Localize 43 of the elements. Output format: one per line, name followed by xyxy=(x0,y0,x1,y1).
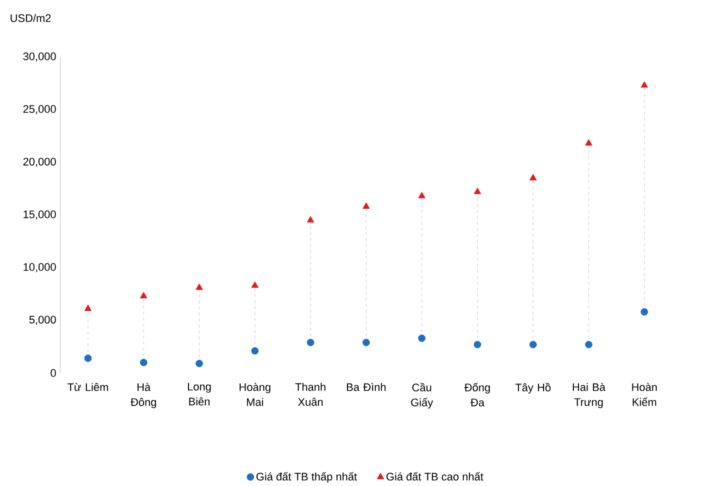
point xyxy=(84,354,92,362)
y-tick-label: 25,000 xyxy=(23,105,56,114)
x-tick-label: Hoàng Mai xyxy=(240,382,270,406)
legend-label: Giá đất TB cao nhất xyxy=(386,472,484,481)
point xyxy=(306,216,314,222)
point xyxy=(529,174,537,180)
y-tick-label: 5,000 xyxy=(29,316,56,325)
point xyxy=(140,292,148,298)
y-tick-label: 15,000 xyxy=(24,210,56,220)
point xyxy=(474,340,482,348)
legend-label: Giá đất TB thấp nhất xyxy=(256,472,357,483)
point xyxy=(585,139,592,146)
x-tick-label: Thanh Xuân xyxy=(295,382,326,406)
x-tick-label: Hai Bà Trưng xyxy=(572,382,606,408)
x-tick-label: Cầu Giấy xyxy=(411,382,434,408)
y-tick-label: 20,000 xyxy=(23,158,56,167)
point xyxy=(640,81,648,88)
point xyxy=(418,334,426,342)
point xyxy=(251,347,259,355)
point xyxy=(306,338,314,346)
point xyxy=(474,188,482,194)
y-tick-label: 0 xyxy=(50,369,56,377)
y-tick-label: 10,000 xyxy=(24,263,56,272)
x-tick-label: Ba Đình xyxy=(346,382,386,392)
x-tick-label: Hà Đông xyxy=(130,382,156,408)
point xyxy=(362,202,370,209)
x-tick-label: Đống Đa xyxy=(464,382,490,406)
point xyxy=(418,192,426,198)
x-tick-label: Long Biên xyxy=(188,382,211,406)
x-tick-label: Hoàn Kiếm xyxy=(632,382,657,406)
point xyxy=(84,304,92,311)
point xyxy=(251,281,259,288)
point xyxy=(362,338,370,346)
x-tick-label: Tây Hồ xyxy=(515,382,551,394)
point xyxy=(196,283,203,290)
y-tick-label: 30,000 xyxy=(23,52,56,62)
x-tick-label: Từ Liêm xyxy=(68,382,108,392)
point xyxy=(196,360,203,368)
point xyxy=(140,358,148,366)
point xyxy=(529,340,537,348)
point xyxy=(640,308,648,316)
y-axis-title: USD/m2 xyxy=(10,14,51,22)
point xyxy=(585,340,592,348)
